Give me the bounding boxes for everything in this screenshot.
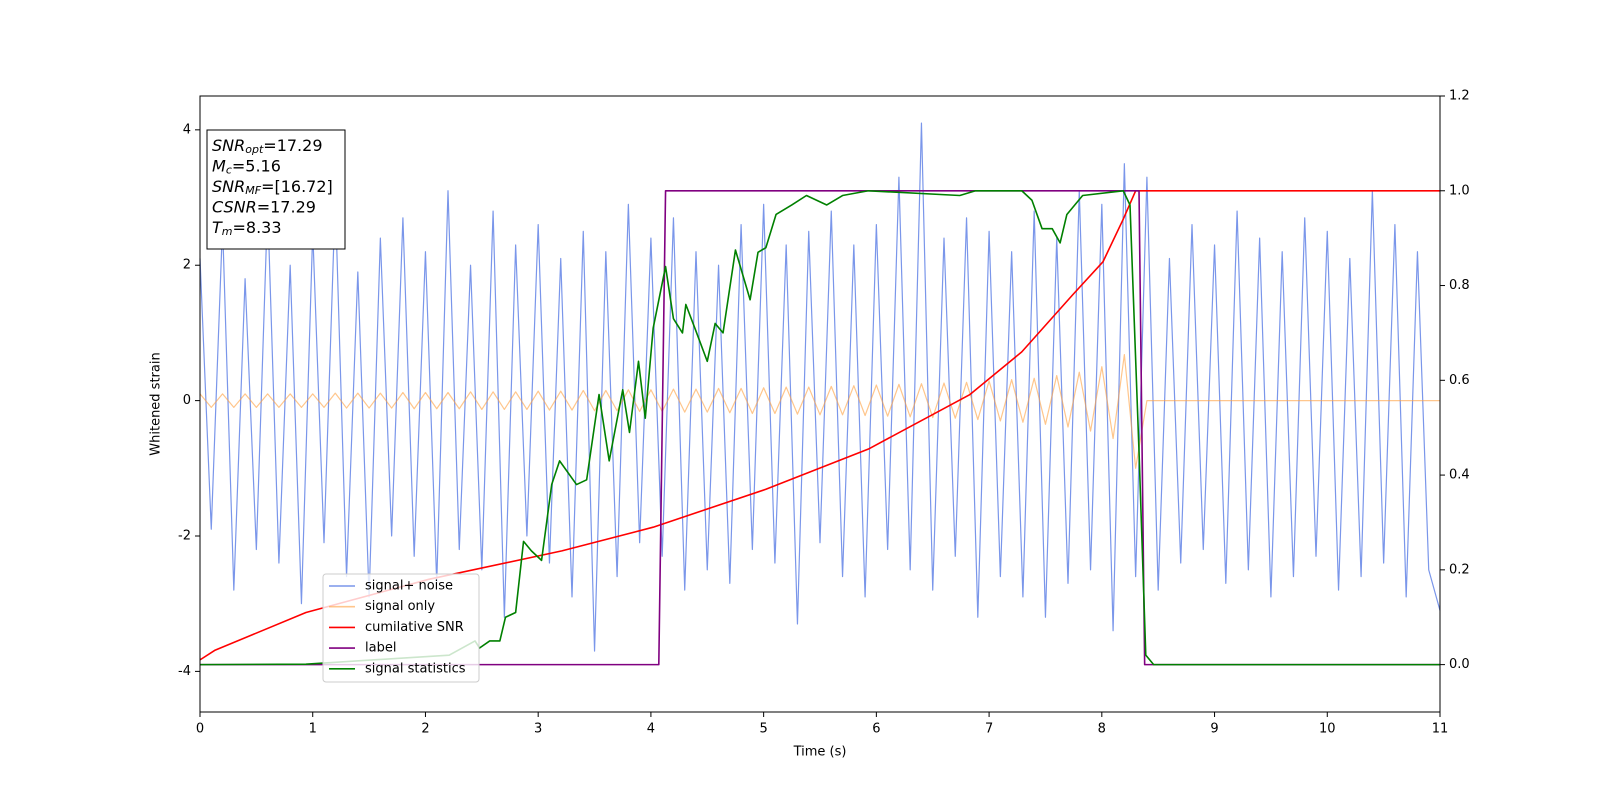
- y-tick-label: 4: [183, 122, 191, 137]
- annotation-line: Mc=5.16: [212, 156, 281, 177]
- annotation-subscript: c: [226, 164, 232, 177]
- y2-tick-label: 0.0: [1449, 657, 1470, 672]
- y-tick-label: -2: [178, 529, 191, 544]
- y2-tick-label: 0.2: [1449, 562, 1470, 577]
- annotation-symbol: CSNR: [212, 197, 257, 216]
- series-line: [199, 189, 1440, 666]
- axes-frame: [199, 95, 1441, 713]
- x-tick-label: 4: [647, 722, 655, 737]
- x-tick-label: 0: [196, 722, 204, 737]
- annotation-symbol: M: [212, 156, 226, 175]
- x-tick-label: 10: [1319, 722, 1336, 737]
- x-tick-label: 5: [759, 722, 767, 737]
- x-tick-label: 8: [1098, 722, 1106, 737]
- series-line: [199, 353, 1440, 469]
- annotation-subscript: m: [222, 225, 233, 238]
- x-tick-label: 11: [1432, 722, 1449, 737]
- legend-label: signal statistics: [365, 661, 466, 676]
- annotation-box: SNRopt=17.29Mc=5.16SNRMF=[16.72]CSNR=17.…: [206, 129, 346, 250]
- annotation-symbol: T: [212, 218, 223, 237]
- x-tick-label: 9: [1210, 722, 1218, 737]
- annotation-subscript: MF: [245, 184, 261, 197]
- x-tick-label: 1: [309, 722, 317, 737]
- annotation-line: Tm=8.33: [212, 218, 282, 239]
- legend-label: label: [365, 641, 396, 656]
- annotation-value: =17.29: [263, 136, 322, 155]
- y2-tick-label: 0.6: [1449, 373, 1470, 388]
- y-tick-label: -4: [178, 664, 191, 679]
- annotation-line: CSNR=17.29: [212, 197, 316, 216]
- x-axis-label: Time (s): [793, 745, 847, 760]
- y2-tick-label: 1.2: [1449, 89, 1470, 104]
- legend: signal+ noise signal only cumilative SNR la…: [322, 573, 480, 683]
- x-tick-label: 3: [534, 722, 542, 737]
- annotation-line: SNRopt=17.29: [212, 136, 323, 157]
- annotation-value: =17.29: [257, 197, 316, 216]
- x-tick-label: 2: [421, 722, 429, 737]
- x-tick-label: 7: [985, 722, 993, 737]
- x-tick-label: 6: [872, 722, 880, 737]
- annotation-value: =[16.72]: [261, 177, 333, 196]
- series-line: [199, 122, 1441, 652]
- y-tick-label: 0: [183, 393, 191, 408]
- y2-tick-label: 0.8: [1449, 278, 1470, 293]
- legend-frame: [322, 573, 480, 683]
- annotation-frame: [206, 129, 346, 250]
- annotation-value: =8.33: [233, 218, 282, 237]
- annotation-value: =5.16: [232, 156, 281, 175]
- y-tick-label: 2: [183, 258, 191, 273]
- y-axis-label: Whitened strain: [149, 352, 164, 455]
- legend-label: signal only: [365, 599, 435, 614]
- annotation-line: SNRMF=[16.72]: [212, 177, 333, 198]
- annotation-symbol: SNR: [212, 136, 245, 155]
- legend-label: cumilative SNR: [365, 620, 464, 635]
- legend-label: signal+ noise: [365, 579, 453, 594]
- y2-tick-label: 0.4: [1449, 468, 1470, 483]
- y2-tick-label: 1.0: [1449, 183, 1470, 198]
- annotation-subscript: opt: [245, 143, 264, 156]
- annotation-symbol: SNR: [212, 177, 245, 196]
